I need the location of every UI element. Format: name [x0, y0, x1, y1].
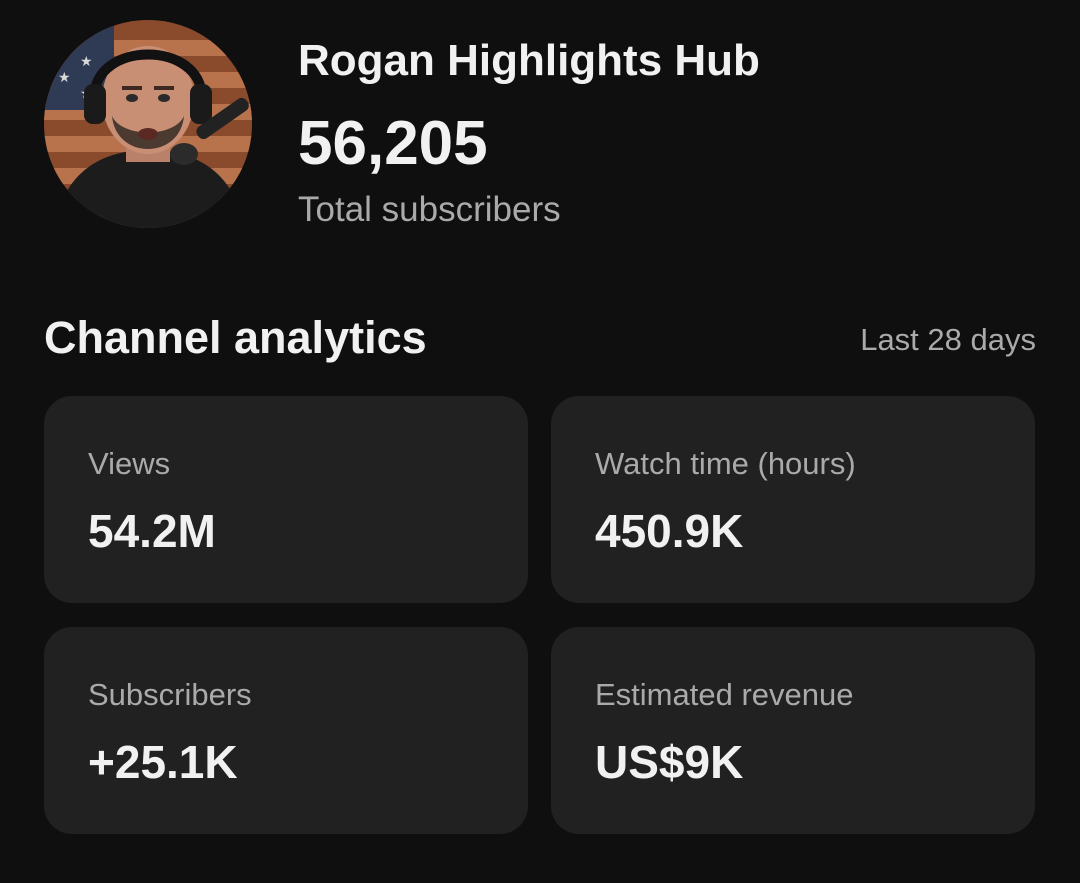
svg-text:★: ★ — [58, 70, 71, 86]
revenue-card[interactable]: Estimated revenue US$9K — [551, 627, 1035, 834]
watch-time-value: 450.9K — [595, 505, 744, 557]
views-label: Views — [88, 446, 171, 481]
subscribers-card[interactable]: Subscribers +25.1K — [44, 627, 528, 834]
revenue-value: US$9K — [595, 736, 744, 788]
period-label[interactable]: Last 28 days — [860, 322, 1036, 357]
revenue-label: Estimated revenue — [595, 677, 854, 712]
svg-text:★: ★ — [80, 54, 93, 70]
subscriber-caption: Total subscribers — [298, 190, 561, 229]
watch-time-label: Watch time (hours) — [595, 446, 856, 481]
subscriber-count: 56,205 — [298, 109, 488, 178]
section-title: Channel analytics — [44, 312, 427, 363]
channel-name: Rogan Highlights Hub — [298, 36, 760, 85]
svg-text:★: ★ — [58, 38, 71, 54]
avatar-illustration: ★ ★ ★ ★ — [44, 20, 252, 228]
views-value: 54.2M — [88, 505, 216, 557]
subscribers-value: +25.1K — [88, 736, 238, 788]
watch-time-card[interactable]: Watch time (hours) 450.9K — [551, 396, 1035, 603]
subscribers-label: Subscribers — [88, 677, 252, 712]
views-card[interactable]: Views 54.2M — [44, 396, 528, 603]
channel-header: ★ ★ ★ ★ Rogan High — [44, 20, 1044, 230]
channel-avatar[interactable]: ★ ★ ★ ★ — [44, 20, 252, 228]
